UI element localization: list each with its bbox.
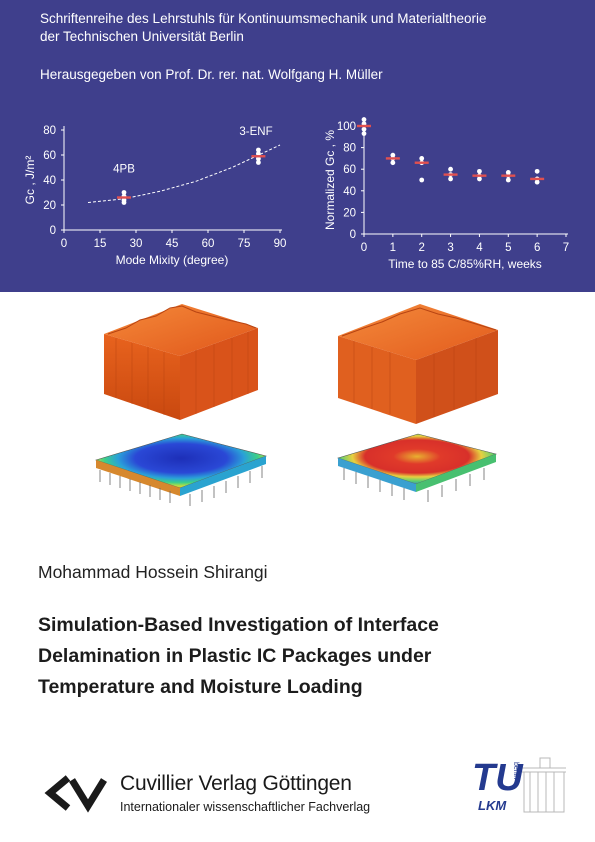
x-tick-label: 60: [202, 238, 215, 250]
data-point: [256, 147, 261, 153]
x-tick-label: 1: [390, 242, 396, 254]
x-tick-label: 75: [238, 238, 251, 250]
x-tick-label: 90: [274, 238, 287, 250]
book-title: Simulation-Based Investigation of Interf…: [38, 610, 558, 703]
x-tick-label: 3: [447, 242, 453, 254]
series-title-line-1: Schriftenreihe des Lehrstuhls für Kontin…: [40, 11, 487, 26]
data-point: [256, 160, 261, 165]
data-point: [534, 179, 540, 185]
logo-abbr: LKM: [478, 798, 507, 813]
y-tick-label: 80: [43, 125, 56, 137]
chart-annotation: 3-ENF: [239, 126, 272, 138]
x-tick-label: 30: [130, 238, 143, 250]
y-tick-label: 40: [343, 186, 356, 198]
mode-mixity-chart: 0 15 30 45 60 75 90 0 20 40 60 80 Mode Mixity (degre…: [23, 125, 287, 267]
publisher-tagline: Internationaler wissenschaftlicher Fachv…: [120, 800, 371, 814]
logo-small-text: berlin: [512, 762, 519, 779]
data-point: [121, 200, 127, 205]
y-tick-label: 20: [343, 207, 356, 219]
logo-letters: TU: [472, 757, 524, 799]
author-name: Mohammad Hossein Shirangi: [38, 562, 268, 582]
series-banner: Schriftenreihe des Lehrstuhls für Kontin…: [0, 0, 595, 292]
x-tick-label: 6: [534, 242, 540, 254]
y-tick-label: 80: [343, 143, 356, 155]
x-axis-title: Time to 85 C/85%RH, weeks: [388, 257, 542, 271]
tu-berlin-lkm-logo: TU berlin LKM: [472, 757, 566, 813]
x-tick-label: 45: [166, 238, 179, 250]
data-point: [256, 151, 261, 157]
y-tick-label: 100: [337, 121, 356, 133]
data-point: [419, 177, 425, 183]
data-point: [448, 176, 453, 182]
data-point: [477, 168, 482, 174]
data-point: [534, 168, 540, 174]
package-warpage-render-2: [338, 304, 498, 424]
x-tick-label: 0: [61, 238, 67, 250]
y-tick-label: 0: [350, 229, 356, 241]
fem-stress-contour-2: [337, 433, 497, 502]
title-line-2: Delamination in Plastic IC Packages unde…: [38, 645, 432, 667]
data-point: [419, 156, 425, 161]
fit-curve: [87, 144, 281, 203]
y-tick-label: 60: [343, 164, 356, 176]
y-axis-title: Normalized Gc , %: [323, 130, 337, 230]
moisture-aging-chart: 0 1 2 3 4 5 6 7 0 20 40 60 80 100 Time to 85 C/85%RH, …: [323, 117, 569, 271]
editor-line: Herausgegeben von Prof. Dr. rer. nat. Wo…: [40, 67, 383, 82]
y-tick-label: 60: [43, 150, 56, 162]
y-tick-label: 20: [43, 200, 56, 212]
x-tick-label: 0: [361, 242, 367, 254]
publisher-name: Cuvillier Verlag Göttingen: [120, 772, 352, 795]
data-point: [256, 156, 261, 162]
x-tick-label: 15: [94, 238, 107, 250]
data-point: [448, 166, 453, 172]
x-tick-label: 2: [419, 242, 425, 254]
cuvillier-logo: [44, 775, 107, 813]
x-tick-label: 4: [476, 242, 483, 254]
x-axis-title: Mode Mixity (degree): [116, 253, 229, 267]
data-point: [390, 160, 396, 166]
data-point: [477, 176, 482, 182]
title-line-3: Temperature and Moisture Loading: [38, 676, 363, 698]
y-tick-label: 40: [43, 175, 56, 187]
chart-annotation: 4PB: [113, 164, 135, 176]
x-tick-label: 5: [505, 242, 511, 254]
fem-stress-contour-1: [95, 433, 267, 506]
x-tick-label: 7: [563, 242, 569, 254]
y-tick-label: 0: [50, 225, 56, 237]
data-point: [361, 126, 367, 132]
data-point: [361, 131, 367, 136]
y-axis-title: Gc , J/m²: [23, 156, 37, 205]
series-title-line-2: der Technischen Universität Berlin: [40, 29, 244, 44]
data-point: [505, 177, 511, 183]
title-line-1: Simulation-Based Investigation of Interf…: [38, 614, 439, 636]
data-point: [361, 117, 367, 122]
package-warpage-render-1: [104, 304, 258, 420]
data-point: [121, 190, 127, 195]
